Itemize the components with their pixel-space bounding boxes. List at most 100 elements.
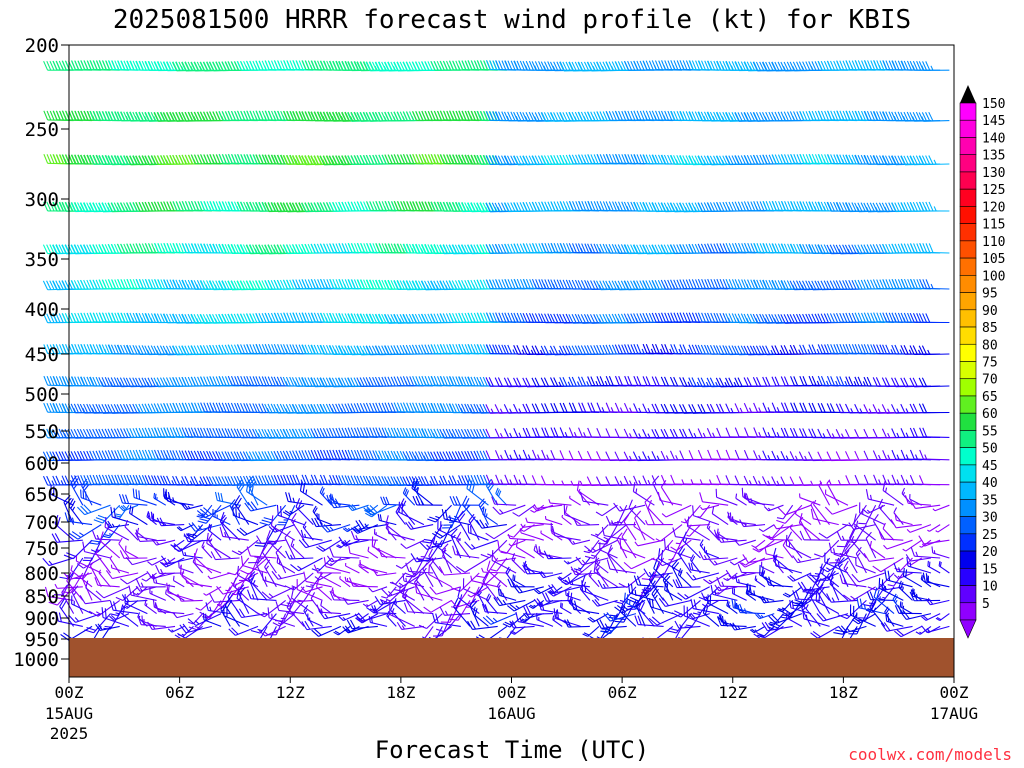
wind-barb-feather xyxy=(359,475,365,486)
wind-barb-feather xyxy=(151,243,156,253)
wind-barb-feather xyxy=(319,202,325,212)
wind-barb-feather xyxy=(427,61,433,71)
wind-barb-feather xyxy=(332,427,338,438)
wind-barb-feather xyxy=(144,243,150,253)
wind-barb-shaft xyxy=(485,599,499,614)
wind-barb-half-feather xyxy=(303,525,307,529)
wind-barb-feather xyxy=(341,475,347,485)
wind-barb-feather xyxy=(233,61,239,71)
wind-barb-feather xyxy=(328,312,334,323)
wind-barb-feather xyxy=(83,376,89,387)
wind-barb-feather xyxy=(430,451,436,461)
wind-barb-feather xyxy=(304,450,310,460)
wind-barb-feather xyxy=(110,428,116,438)
wind-barb-feather xyxy=(378,376,384,387)
wind-barb-feather xyxy=(144,345,150,355)
wind-barb-feather xyxy=(456,566,466,573)
wind-barb-feather xyxy=(270,376,276,386)
wind-barb-feather xyxy=(123,155,129,165)
wind-barb-feather xyxy=(350,279,356,289)
wind-barb-feather xyxy=(316,243,322,254)
wind-barb-feather xyxy=(484,604,489,613)
wind-barb-feather xyxy=(445,428,451,439)
wind-barb-feather xyxy=(455,313,461,323)
wind-barb-feather xyxy=(362,155,368,165)
wind-barb-feather xyxy=(46,110,52,121)
wind-barb-feather xyxy=(208,61,215,72)
wind-barb-feather xyxy=(110,450,116,460)
wind-barb-feather xyxy=(372,402,378,413)
wind-barb-feather xyxy=(141,243,147,253)
wind-barb-feather xyxy=(359,155,365,165)
wind-barb-feather xyxy=(298,279,304,289)
wind-barb-shaft xyxy=(75,613,102,623)
wind-barb-feather xyxy=(42,475,49,486)
wind-barb-feather xyxy=(166,377,172,387)
wind-barb-shaft xyxy=(291,599,314,603)
wind-barb-feather xyxy=(424,402,430,413)
wind-barb-feather xyxy=(156,61,162,71)
wind-barb-feather xyxy=(448,403,454,413)
wind-barb-feather xyxy=(402,61,408,72)
wind-barb-feather xyxy=(188,522,196,532)
wind-barb-feather xyxy=(347,403,353,413)
wind-barb-feather xyxy=(98,111,104,121)
wind-barb-feather xyxy=(393,61,399,72)
wind-barb-feather xyxy=(267,202,273,212)
wind-barb-feather xyxy=(335,403,341,414)
wind-barb-feather xyxy=(451,280,457,290)
wind-barb-feather xyxy=(132,279,138,289)
wind-barb-feather xyxy=(476,474,482,485)
wind-barb-feather xyxy=(61,343,67,354)
wind-barb-feather xyxy=(119,550,125,559)
wind-barb-feather xyxy=(436,313,442,323)
wind-barb-feather xyxy=(439,403,445,413)
wind-barb-feather xyxy=(304,243,310,254)
wind-barb-half-feather xyxy=(151,573,156,579)
wind-barb-feather xyxy=(326,494,330,503)
wind-barb-feather xyxy=(258,376,264,386)
wind-barb-feather xyxy=(332,201,338,212)
wind-barb-feather xyxy=(479,403,485,414)
wind-barb-feather xyxy=(135,474,141,485)
wind-barb-feather xyxy=(227,110,233,121)
wind-barb-feather xyxy=(46,376,52,386)
wind-barb-feather xyxy=(342,528,348,533)
wind-barb-shaft xyxy=(72,539,93,560)
wind-barb-feather xyxy=(74,60,79,70)
wind-barb-half-feather xyxy=(331,557,335,562)
wind-barb-feather xyxy=(147,345,153,355)
wind-barb-feather xyxy=(172,279,178,290)
wind-barb-feather xyxy=(351,527,358,534)
wind-barb-shaft xyxy=(161,524,185,527)
wind-barb-feather xyxy=(101,155,107,165)
wind-barb-feather xyxy=(224,61,230,71)
wind-barb-feather xyxy=(319,403,325,414)
wind-barb-shaft xyxy=(181,599,203,602)
wind-barb-feather xyxy=(289,376,295,387)
wind-barb-feather xyxy=(433,244,439,254)
wind-barb-feather xyxy=(374,279,380,290)
wind-barb-shaft xyxy=(386,615,397,627)
wind-barb-feather xyxy=(452,344,457,354)
wind-barb-feather xyxy=(328,495,333,504)
wind-barb-feather xyxy=(240,110,245,121)
wind-barb-feather xyxy=(215,344,221,355)
wind-barb-feather xyxy=(404,488,408,495)
wind-barb-feather xyxy=(285,428,292,439)
wind-barb-feather xyxy=(337,377,344,387)
wind-barb-feather xyxy=(169,279,175,289)
wind-barb-feather xyxy=(448,154,454,164)
wind-barb-feather xyxy=(436,428,442,438)
wind-barb-feather xyxy=(344,449,350,460)
wind-barb-feather xyxy=(206,427,212,438)
wind-barb-feather xyxy=(267,110,273,121)
wind-barb-feather xyxy=(250,501,258,510)
wind-barb-feather xyxy=(411,244,417,254)
wind-barb-feather xyxy=(504,344,510,355)
wind-barb-shaft xyxy=(486,485,499,506)
wind-barb-feather xyxy=(61,280,67,290)
wind-barb-feather xyxy=(190,427,196,437)
wind-barb-feather xyxy=(424,451,430,461)
wind-barb-feather xyxy=(289,279,295,290)
